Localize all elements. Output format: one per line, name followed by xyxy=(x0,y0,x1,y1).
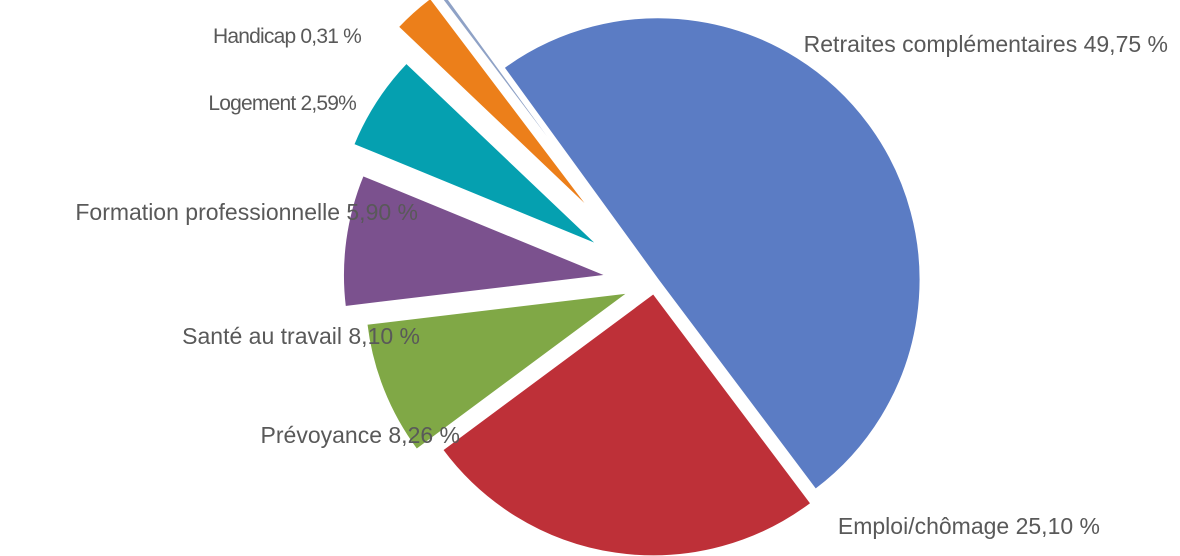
pie-slice-retraites-complementaires xyxy=(503,17,921,490)
pie-slice-logement xyxy=(397,0,589,208)
slice-label: Logement 2,59% xyxy=(208,92,356,115)
slice-label: Prévoyance 8,26 % xyxy=(261,422,460,448)
pie-slice-prevoyance xyxy=(366,292,629,450)
pie-labels: Retraites complémentaires 49,75 % Emploi/… xyxy=(75,25,1168,539)
pie-slice-formation-professionnelle xyxy=(353,62,597,245)
slice-label: Formation professionnelle 5,90 % xyxy=(75,199,418,225)
pie-slice-sante-au-travail xyxy=(342,175,608,307)
slice-label: Santé au travail 8,10 % xyxy=(182,323,420,349)
pie-slices xyxy=(342,0,921,556)
slice-label: Handicap 0,31 % xyxy=(213,25,361,48)
pie-slice-handicap xyxy=(442,0,578,178)
slice-label: Retraites complémentaires 49,75 % xyxy=(804,31,1168,57)
pie-slice-emploi-chomage xyxy=(442,293,812,556)
slice-label: Emploi/chômage 25,10 % xyxy=(838,513,1100,539)
